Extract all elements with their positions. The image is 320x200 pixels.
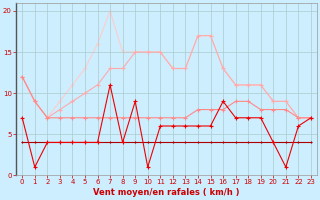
X-axis label: Vent moyen/en rafales ( km/h ): Vent moyen/en rafales ( km/h ) — [93, 188, 240, 197]
